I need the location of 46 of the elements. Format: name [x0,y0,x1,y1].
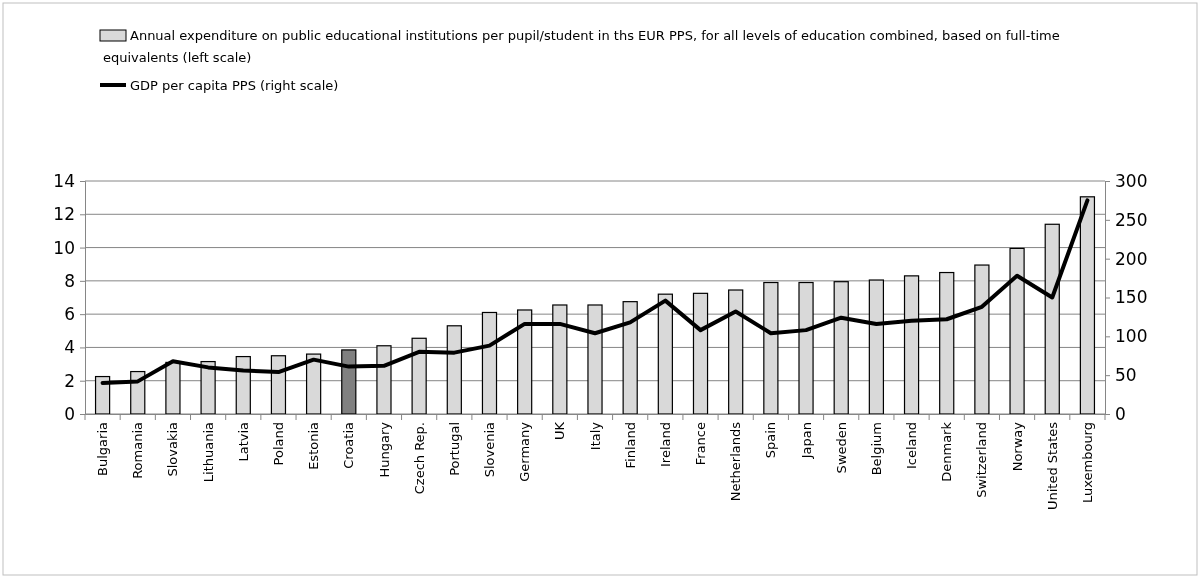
x-tick-label: Norway [1009,421,1025,472]
x-tick-label: Japan [798,422,814,460]
x-tick-label: Iceland [904,422,920,470]
y-tick-label: 14 [53,170,75,191]
x-tick-label: Germany [517,421,533,482]
y-tick-label: 0 [64,403,75,424]
legend-label: Annual expenditure on public educational institutions per pupil/student in ths EUR PPS, for all levels of education combined, based on full-time equivalents (left scale) [103,28,1060,65]
y2-tick-label: 150 [1115,287,1148,308]
x-tick-label: UK [552,421,568,441]
y-tick-label: 10 [53,237,75,258]
y-tick-label: 2 [64,370,75,391]
x-tick-label: Slovenia [482,422,498,478]
y-tick-label: 12 [53,204,75,225]
x-tick-label: Romania [130,422,146,479]
x-tick-label: Finland [622,422,638,469]
x-tick-label: Luxembourg [1079,422,1095,504]
x-tick-label: Slovakia [165,422,181,477]
x-tick-label: United States [1044,421,1060,511]
y2-tick-label: 250 [1115,209,1148,230]
y2-tick-label: 50 [1115,365,1137,386]
x-tick-label: Belgium [868,422,884,476]
x-tick-label: Poland [271,422,286,466]
x-tick-label: Netherlands [728,421,744,502]
y2-tick-label: 0 [1115,403,1126,424]
x-tick-label: Switzerland [974,422,990,498]
y2-tick-label: 200 [1115,248,1148,269]
y2-tick-label: 300 [1115,170,1148,191]
x-tick-label: Ireland [657,422,673,467]
x-tick-label: Spain [763,422,779,459]
x-tick-label: Denmark [939,421,955,482]
x-tick-label: Sweden [833,422,849,474]
x-tick-label: Latvia [235,422,251,462]
x-tick-label: Estonia [306,422,322,470]
x-tick-label: France [693,422,709,466]
y2-tick-label: 100 [1115,326,1148,347]
legend-label: GDP per capita PPS (right scale) [130,78,339,93]
x-tick-label: Czech Rep. [411,422,427,495]
x-tick-label: Italy [587,421,603,451]
x-tick-label: Croatia [341,422,357,469]
y-tick-label: 4 [64,337,75,358]
y-tick-label: 8 [64,270,75,291]
x-tick-label: Portugal [446,422,462,476]
x-tick-label: Bulgaria [95,422,111,476]
x-tick-label: Hungary [376,421,392,478]
x-tick-label: Lithuania [200,422,216,483]
y-tick-label: 6 [64,304,75,325]
